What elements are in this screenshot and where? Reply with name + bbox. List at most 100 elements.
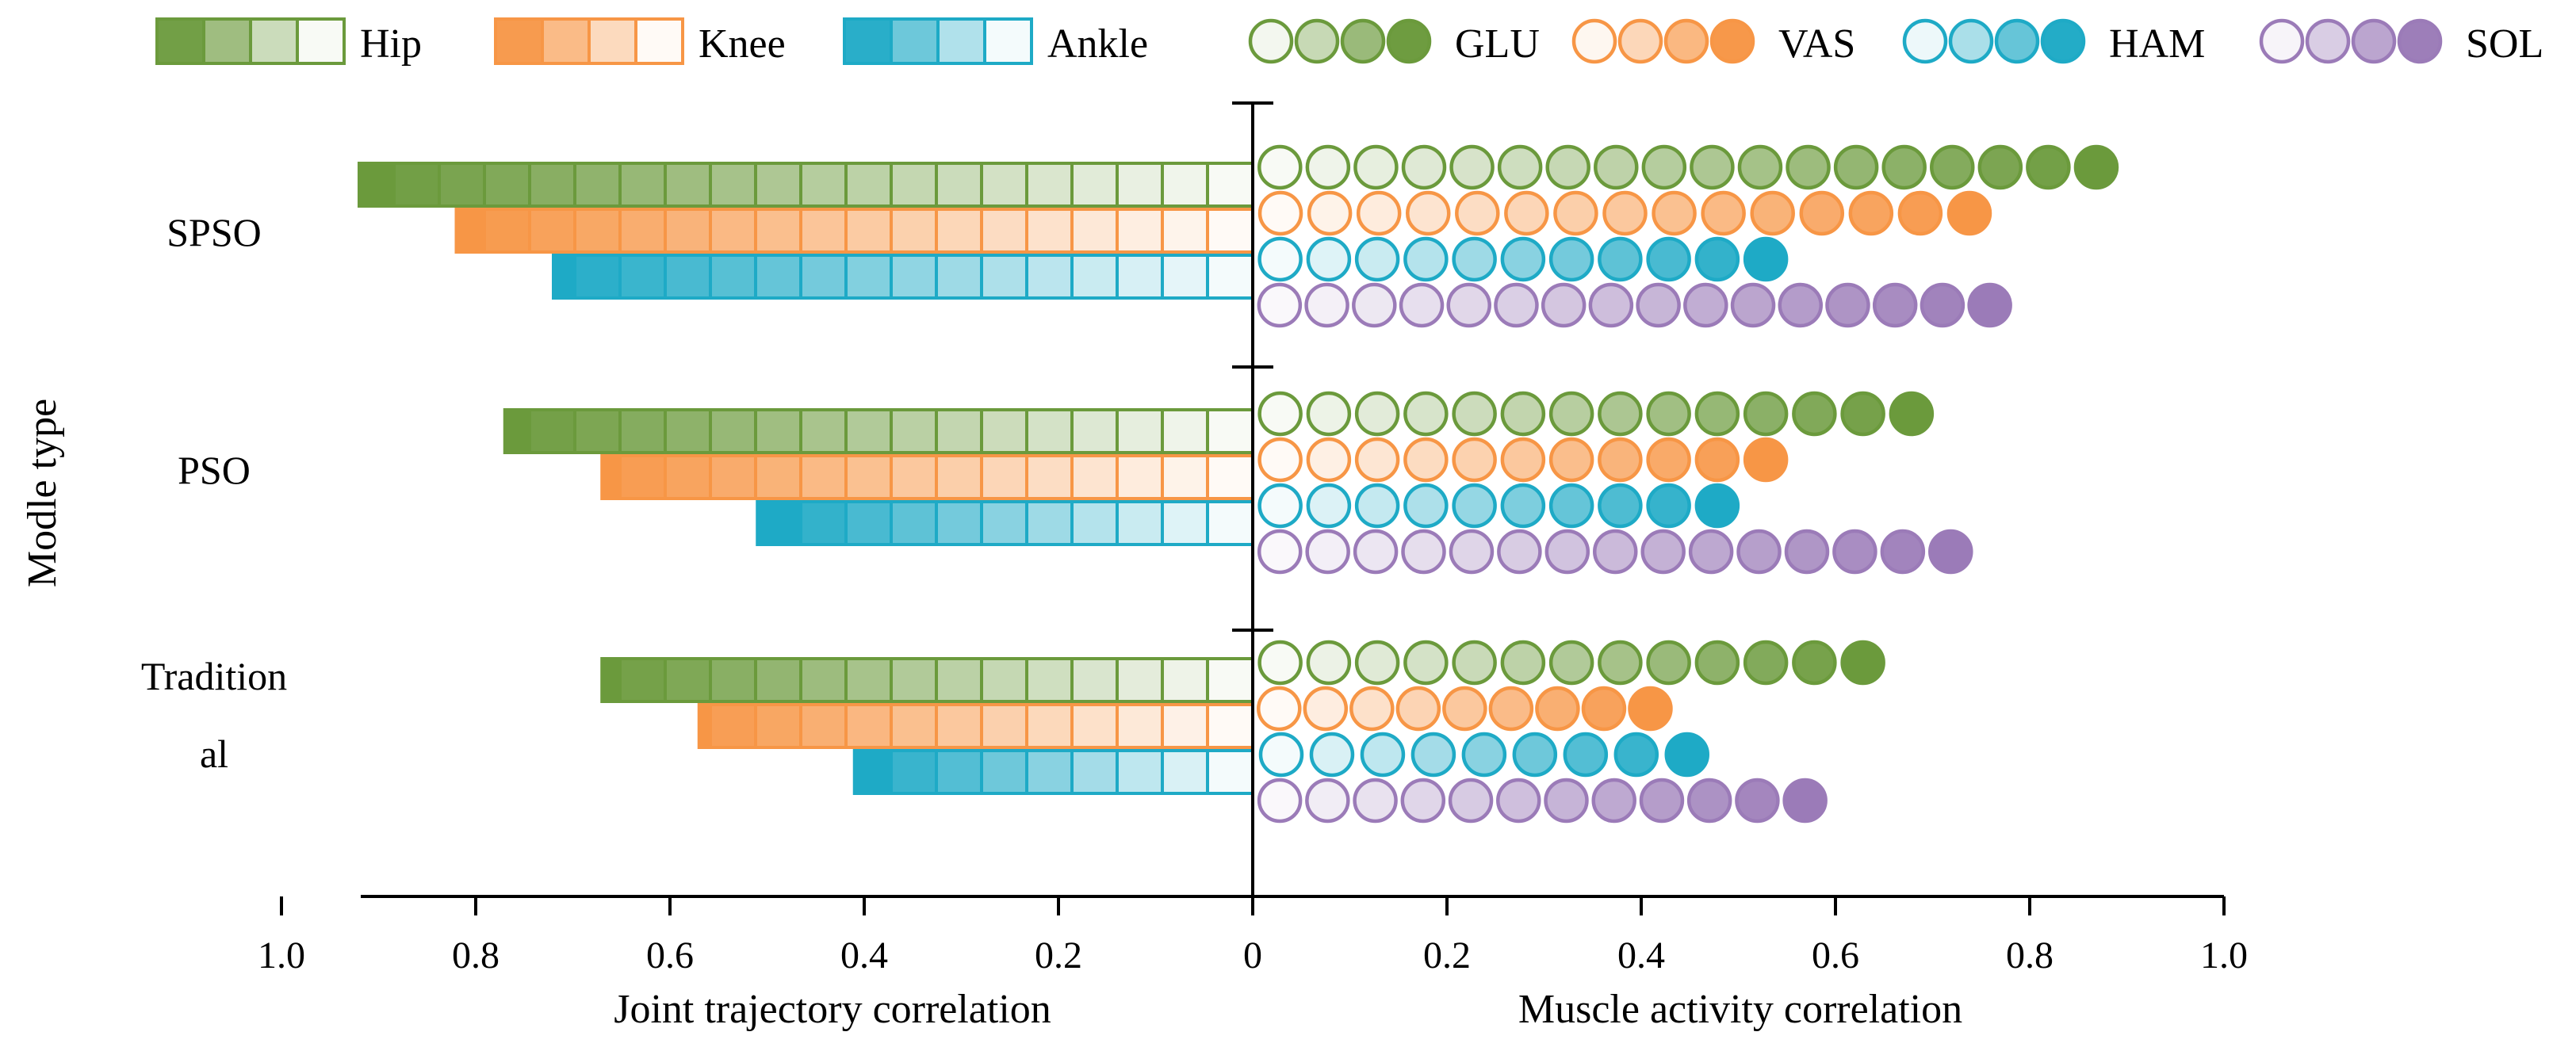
dot-marker xyxy=(1500,437,1546,483)
bar-segment xyxy=(1070,208,1119,254)
bar-segment xyxy=(1116,162,1164,208)
bar-segment xyxy=(1206,657,1254,703)
dot-marker xyxy=(1694,236,1740,282)
bar-segment xyxy=(799,703,848,749)
legend-swatch-segment xyxy=(843,17,893,65)
dot-marker xyxy=(1403,391,1449,437)
bar-segment xyxy=(980,657,1028,703)
axes-layer xyxy=(280,101,2226,915)
dot-marker xyxy=(1449,144,1495,190)
dot-marker xyxy=(1257,483,1303,529)
dot-marker xyxy=(1701,190,1746,236)
dot-marker xyxy=(1306,391,1352,437)
dot-marker xyxy=(1613,732,1659,778)
bar-segment xyxy=(618,254,667,300)
bar-segment xyxy=(573,408,622,454)
bar-hip-2 xyxy=(600,657,1254,703)
dot-marker xyxy=(1646,437,1691,483)
dot-marker xyxy=(1598,640,1643,686)
bar-segment xyxy=(890,703,938,749)
dot-marker xyxy=(1688,529,1734,575)
dot-marker xyxy=(1848,190,1894,236)
legend-label: SOL xyxy=(2466,21,2543,67)
bar-segment xyxy=(890,454,938,500)
bar-hip-0 xyxy=(358,162,1254,208)
bar-segment xyxy=(844,208,893,254)
dot-marker xyxy=(1405,190,1451,236)
bar-segment xyxy=(1206,254,1254,300)
bar-segment xyxy=(600,454,622,500)
bar-segment xyxy=(528,408,576,454)
bar-segment xyxy=(664,454,712,500)
bar-segment xyxy=(1025,657,1074,703)
dot-marker xyxy=(1786,144,1831,190)
bar-ankle-2 xyxy=(852,749,1254,795)
dot-marker xyxy=(1544,778,1589,824)
bar-segment xyxy=(890,657,938,703)
dots-sol-1 xyxy=(1257,529,1973,575)
dot-marker xyxy=(1306,236,1352,282)
bar-segment xyxy=(600,657,622,703)
dot-marker xyxy=(1737,144,1783,190)
dot-marker xyxy=(1598,437,1643,483)
right-x-axis-title: Muscle activity correlation xyxy=(1518,987,1962,1032)
bar-segment xyxy=(709,703,757,749)
dot-marker xyxy=(1694,640,1740,686)
y-axis-title: Modle type xyxy=(20,399,65,587)
dots-glu-0 xyxy=(1257,144,2119,190)
bar-ankle-0 xyxy=(552,254,1254,300)
legend-label: Ankle xyxy=(1047,21,1148,67)
dot-marker xyxy=(1694,483,1740,529)
bar-segment xyxy=(664,162,712,208)
dot-marker xyxy=(1354,391,1400,437)
legend-swatch-segment xyxy=(296,17,346,65)
dot-marker xyxy=(1504,190,1549,236)
dot-marker xyxy=(1897,190,1943,236)
bar-segment xyxy=(980,408,1028,454)
legend-swatch-dot xyxy=(1386,18,1432,64)
dot-marker xyxy=(1257,640,1303,686)
bar-segment xyxy=(1116,749,1164,795)
dot-marker xyxy=(1646,640,1691,686)
dot-marker xyxy=(1541,282,1587,328)
dot-marker xyxy=(1500,236,1546,282)
dot-marker xyxy=(1664,732,1710,778)
legend-swatch-segment xyxy=(936,17,986,65)
bar-segment xyxy=(756,500,802,546)
bar-knee-0 xyxy=(454,208,1254,254)
dot-marker xyxy=(1257,529,1303,575)
bar-segment xyxy=(799,254,848,300)
dot-marker xyxy=(1784,529,1830,575)
legend-swatch-dot xyxy=(2259,18,2305,64)
dot-marker xyxy=(1403,483,1449,529)
dot-marker xyxy=(1395,686,1441,732)
dot-marker xyxy=(1792,391,1837,437)
dot-marker xyxy=(1743,236,1789,282)
legend-swatch-segment xyxy=(494,17,544,65)
bar-segment xyxy=(1161,408,1209,454)
x-tick-label: 0.8 xyxy=(452,934,500,976)
bar-segment xyxy=(754,657,802,703)
dots-sol-0 xyxy=(1257,282,2012,328)
dot-marker xyxy=(2026,144,2071,190)
dot-marker xyxy=(1598,236,1643,282)
bar-segment xyxy=(618,657,667,703)
dot-marker xyxy=(1563,732,1609,778)
dot-marker xyxy=(1452,483,1497,529)
bar-segment xyxy=(664,208,712,254)
x-tick-label: 1.0 xyxy=(258,934,305,976)
dot-marker xyxy=(1792,640,1837,686)
category-label: SPSO xyxy=(167,210,262,254)
dot-marker xyxy=(1640,529,1686,575)
dot-marker xyxy=(1352,282,1397,328)
bar-segment xyxy=(1161,162,1209,208)
bar-segment xyxy=(754,208,802,254)
legend-swatch-segment xyxy=(155,17,205,65)
legend-swatch-dot xyxy=(2305,18,2351,64)
dot-marker xyxy=(1593,529,1638,575)
legend-item-ham: HAM xyxy=(1902,18,2205,67)
dot-marker xyxy=(1591,778,1636,824)
bar-segment xyxy=(852,749,893,795)
legend-item-sol: SOL xyxy=(2259,18,2543,67)
